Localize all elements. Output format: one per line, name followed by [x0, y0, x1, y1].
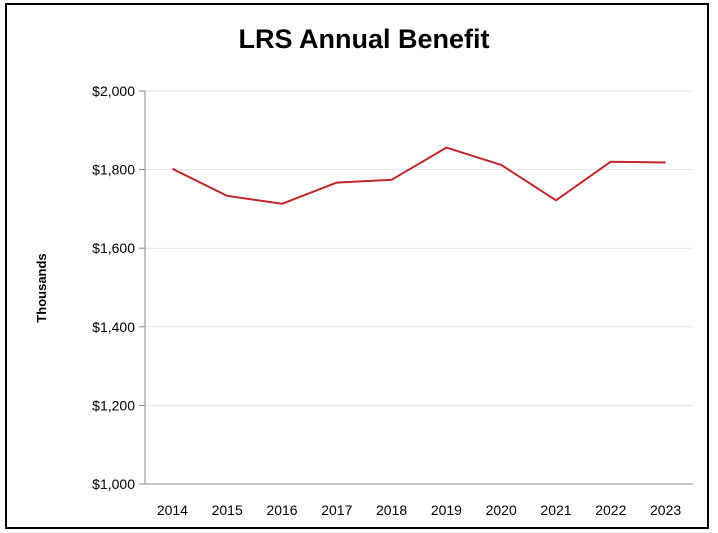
y-tick-label: $1,000: [92, 476, 135, 492]
x-tick-labels: 2014 2015 2016 2017 2018 2019 2020 2021 2022 2023: [157, 502, 682, 518]
y-tick-label: $1,800: [92, 162, 135, 178]
x-tick-label: 2018: [376, 502, 407, 518]
x-tick-label: 2019: [431, 502, 462, 518]
y-tick-label: $1,600: [92, 240, 135, 256]
x-tick-label: 2020: [486, 502, 517, 518]
series-lines: [171, 146, 666, 205]
x-tick-label: 2016: [266, 502, 297, 518]
x-tick-label: 2015: [212, 502, 243, 518]
x-tick-label: 2023: [650, 502, 681, 518]
y-axis-label: Thousands: [34, 253, 49, 322]
x-tick-label: 2022: [595, 502, 626, 518]
y-tick-label: $1,200: [92, 397, 135, 413]
y-tick-labels: $1,000 $1,200 $1,400 $1,600 $1,800 $2,000: [92, 83, 145, 492]
chart-title: LRS Annual Benefit: [238, 24, 489, 54]
x-tick-label: 2017: [321, 502, 352, 518]
x-tick-label: 2014: [157, 502, 188, 518]
gridlines: [145, 90, 693, 406]
series-line: [171, 146, 666, 205]
axes: [144, 91, 693, 485]
y-tick-label: $2,000: [92, 83, 135, 99]
x-tick-label: 2021: [540, 502, 571, 518]
y-tick-label: $1,400: [92, 319, 135, 335]
